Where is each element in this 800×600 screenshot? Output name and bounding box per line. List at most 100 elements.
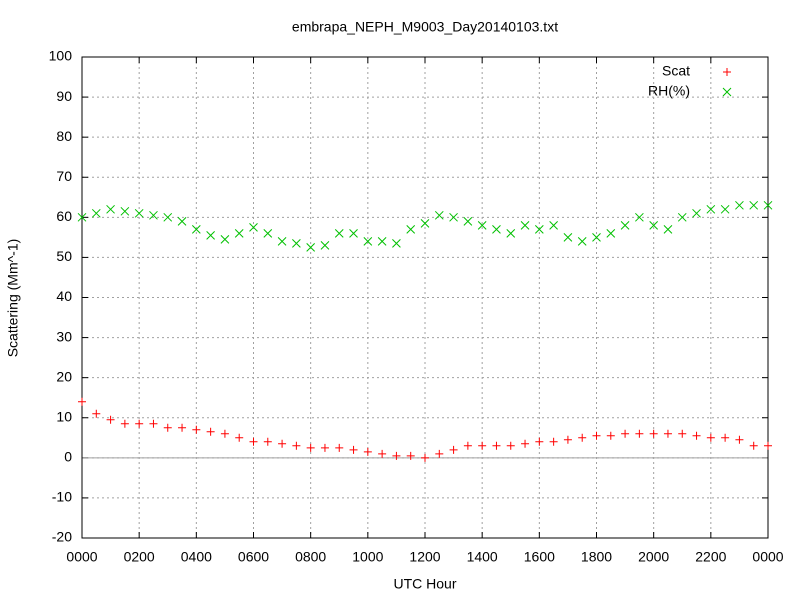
point xyxy=(663,225,673,234)
x-tick-label: 2200 xyxy=(695,549,726,565)
y-tick-label: 50 xyxy=(56,248,72,264)
point xyxy=(592,233,601,242)
point xyxy=(706,433,715,442)
x-tick-label: 0400 xyxy=(181,549,212,565)
point xyxy=(549,220,558,230)
point xyxy=(449,212,458,222)
y-tick-label: 60 xyxy=(56,208,72,224)
point xyxy=(692,431,701,440)
point xyxy=(763,200,773,210)
point xyxy=(506,441,515,450)
point xyxy=(720,204,730,214)
point xyxy=(206,231,215,240)
point xyxy=(220,429,229,438)
point xyxy=(764,441,772,450)
point xyxy=(592,431,601,440)
point xyxy=(520,220,530,230)
point xyxy=(406,225,416,234)
point xyxy=(178,423,187,432)
point xyxy=(392,239,401,248)
point xyxy=(278,439,287,448)
point xyxy=(635,429,644,438)
point xyxy=(463,216,473,226)
point xyxy=(606,229,616,238)
x-axis-label: UTC Hour xyxy=(393,576,456,592)
point xyxy=(563,233,573,242)
point xyxy=(135,419,144,428)
point xyxy=(220,235,230,244)
point xyxy=(492,441,501,450)
y-tick-label: 20 xyxy=(56,368,72,384)
x-tick-label: 0000 xyxy=(66,549,97,565)
point xyxy=(378,449,387,458)
point xyxy=(335,443,344,452)
point xyxy=(435,449,444,458)
point xyxy=(163,212,173,222)
legend-label: Scat xyxy=(662,63,690,79)
x-tick-label: 1000 xyxy=(352,549,383,565)
point xyxy=(649,220,659,230)
point xyxy=(563,435,572,444)
x-tick-label: 1800 xyxy=(581,549,612,565)
point xyxy=(534,225,544,234)
point xyxy=(692,208,701,218)
point xyxy=(477,220,487,230)
point xyxy=(620,220,630,230)
point xyxy=(177,216,187,226)
legend-label: RH(%) xyxy=(648,83,690,99)
point xyxy=(320,443,329,452)
x-tick-label: 0600 xyxy=(238,549,269,565)
point xyxy=(721,433,730,442)
point xyxy=(478,441,487,450)
point xyxy=(363,447,372,456)
point xyxy=(235,433,244,442)
point xyxy=(320,241,330,250)
point xyxy=(706,204,716,214)
point xyxy=(406,451,415,460)
point xyxy=(749,441,758,450)
point xyxy=(134,208,144,218)
y-tick-label: 30 xyxy=(56,328,72,344)
point xyxy=(363,237,373,246)
legend-marker xyxy=(722,87,732,97)
point xyxy=(749,200,759,210)
point xyxy=(249,223,258,232)
point xyxy=(449,445,458,454)
point xyxy=(206,427,215,436)
point xyxy=(420,218,430,228)
point xyxy=(635,212,644,222)
point xyxy=(191,225,201,234)
y-tick-label: 0 xyxy=(64,449,72,465)
point xyxy=(678,429,687,438)
point xyxy=(349,229,358,238)
point xyxy=(506,229,516,238)
point xyxy=(735,200,744,210)
point xyxy=(263,229,273,238)
point xyxy=(334,229,344,238)
point xyxy=(621,429,630,438)
point xyxy=(120,206,130,216)
point xyxy=(434,210,444,220)
point xyxy=(735,435,744,444)
x-tick-label: 0800 xyxy=(295,549,326,565)
point xyxy=(106,415,115,424)
point xyxy=(549,437,558,446)
point xyxy=(649,429,658,438)
point xyxy=(492,225,501,234)
point xyxy=(606,431,615,440)
point xyxy=(292,441,301,450)
y-tick-label: -10 xyxy=(52,489,72,505)
x-tick-label: 1400 xyxy=(467,549,498,565)
point xyxy=(106,204,115,214)
point xyxy=(77,212,87,222)
plot-frame xyxy=(81,56,769,539)
point xyxy=(277,237,287,246)
point xyxy=(392,451,401,460)
y-tick-label: 40 xyxy=(56,288,72,304)
y-tick-label: 10 xyxy=(56,408,72,424)
point xyxy=(663,429,672,438)
point xyxy=(521,439,530,448)
point xyxy=(677,212,687,222)
point xyxy=(463,441,472,450)
x-tick-label: 1600 xyxy=(524,549,555,565)
